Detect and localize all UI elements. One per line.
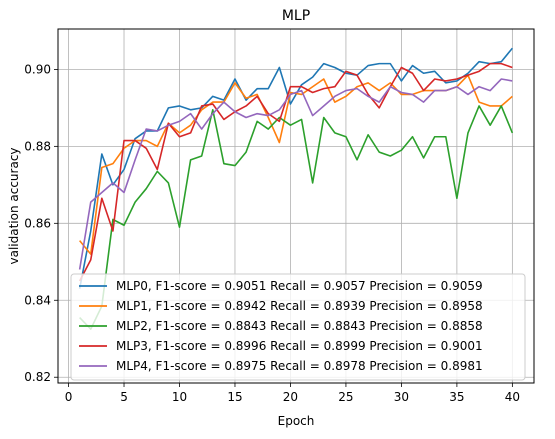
series-line-mlp2 xyxy=(79,105,514,330)
y-tick-label: 0.86 xyxy=(24,216,51,230)
x-axis-label: Epoch xyxy=(278,414,315,428)
series-line-mlp3 xyxy=(78,62,513,282)
legend-label: MLP0, F1-score = 0.9051 Recall = 0.9057 … xyxy=(116,279,483,293)
chart-title: MLP xyxy=(282,8,310,24)
x-tick-label: 25 xyxy=(338,390,353,404)
y-tick-label: 0.88 xyxy=(24,139,51,153)
legend-entry: MLP1, F1-score = 0.8942 Recall = 0.8939 … xyxy=(79,299,483,313)
legend-entry: MLP4, F1-score = 0.8975 Recall = 0.8978 … xyxy=(79,359,483,373)
x-tick-label: 10 xyxy=(172,390,187,404)
legend-label: MLP1, F1-score = 0.8942 Recall = 0.8939 … xyxy=(116,299,483,313)
x-tick-label: 35 xyxy=(449,390,464,404)
legend-label: MLP4, F1-score = 0.8975 Recall = 0.8978 … xyxy=(116,359,483,373)
series-lines xyxy=(78,47,514,330)
legend: MLP0, F1-score = 0.9051 Recall = 0.9057 … xyxy=(70,273,526,381)
x-tick-label: 40 xyxy=(505,390,520,404)
x-tick-label: 5 xyxy=(120,390,128,404)
y-axis-label: validation accuracy xyxy=(7,147,21,264)
series-line-mlp4 xyxy=(78,78,513,270)
legend-entry: MLP2, F1-score = 0.8843 Recall = 0.8843 … xyxy=(79,319,483,333)
x-axis: 0 5 10 15 20 25 30 35 40 xyxy=(65,383,520,404)
legend-entry: MLP3, F1-score = 0.8996 Recall = 0.8999 … xyxy=(79,339,483,353)
legend-box xyxy=(70,273,526,381)
legend-label: MLP2, F1-score = 0.8843 Recall = 0.8843 … xyxy=(116,319,483,333)
x-tick-label: 15 xyxy=(227,390,242,404)
series-line-mlp0 xyxy=(78,47,513,289)
y-tick-label: 0.84 xyxy=(24,293,51,307)
x-tick-label: 30 xyxy=(394,390,409,404)
legend-label: MLP3, F1-score = 0.8996 Recall = 0.8999 … xyxy=(116,339,483,353)
y-tick-label: 0.90 xyxy=(24,62,51,76)
x-tick-label: 20 xyxy=(283,390,298,404)
plot-frame xyxy=(57,28,535,384)
legend-entry: MLP0, F1-score = 0.9051 Recall = 0.9057 … xyxy=(79,279,483,293)
x-tick-label: 0 xyxy=(65,390,73,404)
y-axis: 0.82 0.84 0.86 0.88 0.90 xyxy=(24,62,58,384)
y-tick-label: 0.82 xyxy=(24,370,51,384)
